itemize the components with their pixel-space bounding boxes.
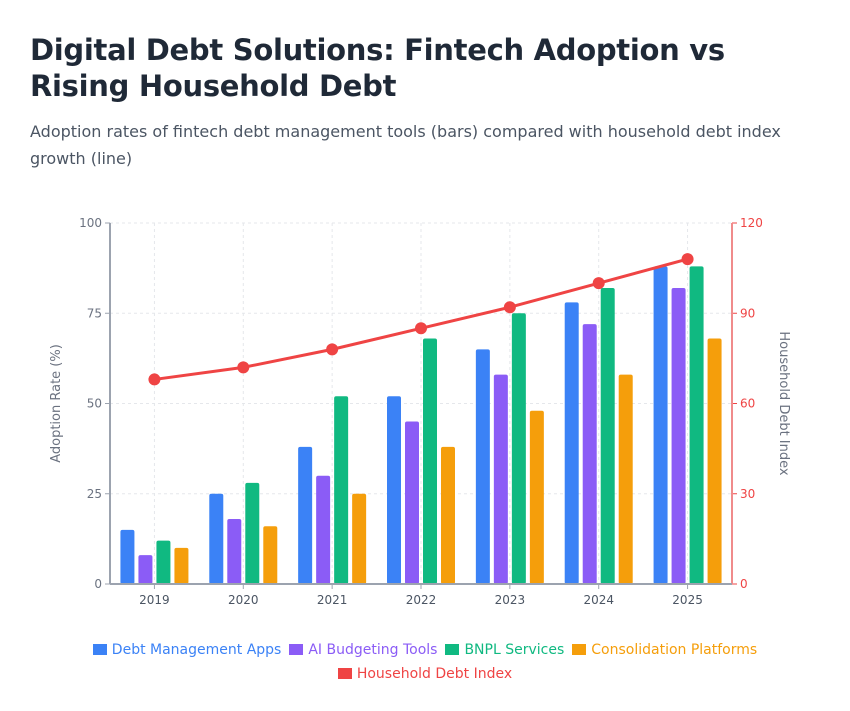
legend-swatch (445, 644, 460, 655)
bar-debt-management-apps (209, 493, 224, 584)
legend-item[interactable]: Debt Management Apps (92, 638, 282, 662)
bar-debt-management-apps (387, 396, 401, 584)
bar-consolidation-platforms (529, 410, 544, 584)
legend-swatch (92, 644, 107, 655)
legend-item[interactable]: Household Debt Index (337, 662, 513, 686)
bar-ai-budgeting-tools (671, 287, 686, 584)
x-tick-label: 2024 (583, 593, 614, 607)
bar-bnpl-services (511, 313, 526, 584)
line-point (326, 343, 339, 356)
y2-tick-label: 90 (740, 306, 755, 320)
bar-consolidation-platforms (707, 338, 722, 584)
bar-ai-budgeting-tools (138, 555, 153, 584)
bar-ai-budgeting-tools (493, 374, 508, 584)
line-point (503, 301, 516, 314)
line-point (592, 277, 605, 290)
x-tick-label: 2021 (317, 593, 348, 607)
bar-ai-budgeting-tools (405, 421, 419, 584)
bar-ai-budgeting-tools (582, 324, 597, 584)
bar-debt-management-apps (120, 529, 135, 584)
legend-swatch (289, 644, 304, 655)
y2-tick-label: 60 (740, 397, 755, 411)
legend-label: AI Budgeting Tools (308, 642, 438, 658)
x-tick-label: 2023 (495, 593, 526, 607)
y-tick-label: 0 (94, 577, 102, 591)
bar-consolidation-platforms (352, 493, 367, 584)
bar-bnpl-services (334, 396, 349, 584)
legend: Debt Management Apps AI Budgeting Tools BN… (0, 638, 850, 686)
legend-swatch (337, 668, 352, 679)
x-tick-label: 2020 (228, 593, 259, 607)
bar-ai-budgeting-tools (316, 475, 331, 584)
x-tick-label: 2022 (406, 593, 437, 607)
y2-tick-label: 0 (740, 577, 748, 591)
bar-debt-management-apps (564, 302, 579, 584)
y-tick-label: 100 (79, 216, 102, 230)
bar-debt-management-apps (475, 349, 490, 584)
bar-debt-management-apps (298, 446, 313, 584)
line-point (415, 322, 427, 335)
bar-bnpl-services (245, 482, 260, 584)
legend-item[interactable]: Consolidation Platforms (572, 638, 757, 662)
bar-bnpl-services (156, 540, 171, 584)
bar-consolidation-platforms (441, 446, 455, 584)
bar-consolidation-platforms (174, 547, 189, 584)
bar-consolidation-platforms (263, 526, 278, 584)
bar-bnpl-services (423, 338, 437, 584)
line-point (681, 253, 694, 266)
legend-item[interactable]: AI Budgeting Tools (289, 638, 437, 662)
y2-axis-label: Household Debt Index (776, 331, 791, 476)
y-axis-label: Adoption Rate (%) (49, 344, 64, 463)
y-tick-label: 25 (87, 487, 102, 501)
bar-bnpl-services (600, 287, 615, 584)
line-point (148, 373, 161, 386)
y2-tick-label: 30 (740, 487, 755, 501)
bar-ai-budgeting-tools (227, 519, 242, 584)
chart-subtitle: Adoption rates of fintech debt managemen… (30, 122, 781, 168)
x-tick-label: 2019 (139, 593, 170, 607)
legend-label: Debt Management Apps (111, 642, 282, 658)
x-tick-label: 2025 (672, 593, 703, 607)
y-tick-label: 75 (87, 306, 102, 320)
legend-item[interactable]: BNPL Services (445, 638, 564, 662)
chart-title: Digital Debt Solutions: Fintech Adoption… (30, 33, 725, 103)
legend-swatch (572, 644, 587, 655)
legend-label: Consolidation Platforms (591, 642, 758, 658)
bar-bnpl-services (689, 266, 704, 584)
line-point (237, 361, 250, 374)
legend-label: BNPL Services (464, 642, 565, 658)
legend-label: Household Debt Index (356, 666, 513, 682)
y2-tick-label: 120 (740, 216, 763, 230)
bar-debt-management-apps (653, 266, 668, 584)
y-tick-label: 50 (87, 397, 102, 411)
bar-consolidation-platforms (618, 374, 633, 584)
